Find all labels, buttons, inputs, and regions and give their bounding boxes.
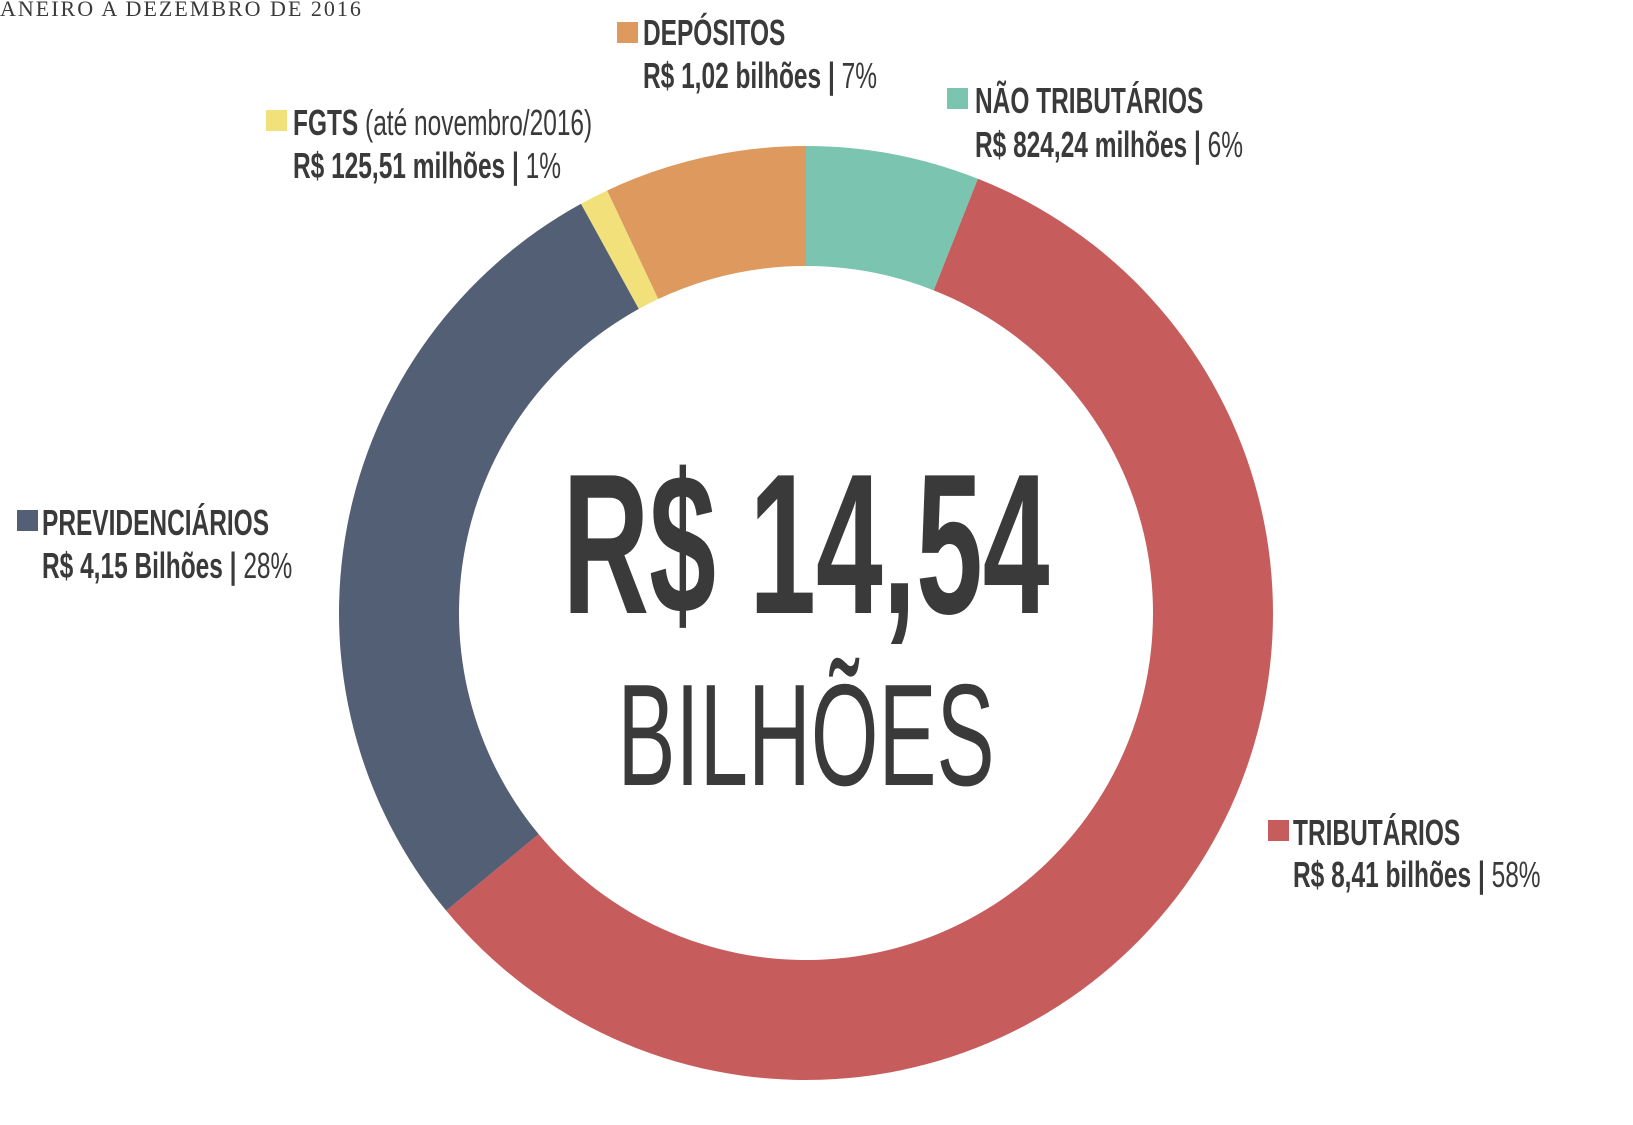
amount: R$ 8,41 bilhões bbox=[1293, 854, 1471, 895]
center-value: R$ 14,54 bbox=[563, 432, 1050, 655]
amount: R$ 1,02 bilhões bbox=[643, 55, 821, 96]
value-text: R$ 8,41 bilhões | 58% bbox=[1293, 854, 1541, 895]
value-text: R$ 1,02 bilhões | 7% bbox=[643, 55, 877, 96]
value-label: R$ 1,02 bilhões | 7% bbox=[643, 55, 877, 96]
legend-swatch bbox=[17, 510, 38, 531]
amount: R$ 4,15 Bilhões bbox=[42, 545, 223, 586]
category-name: PREVIDENCIÁRIOS bbox=[42, 502, 269, 543]
value-text: R$ 824,24 milhões | 6% bbox=[975, 124, 1243, 165]
donut-slice bbox=[446, 178, 1274, 1081]
category-name: FGTS bbox=[293, 102, 358, 143]
percent-label: 6% bbox=[1208, 124, 1243, 165]
legend-label: DEPÓSITOS bbox=[643, 11, 785, 53]
amount: R$ 824,24 milhões bbox=[975, 124, 1187, 165]
separator: | bbox=[1194, 124, 1201, 165]
value-label: R$ 125,51 milhões | 1% bbox=[293, 145, 561, 186]
legend-text: FGTS (até novembro/2016) bbox=[293, 102, 592, 143]
center-unit: BILHÕES bbox=[617, 655, 994, 816]
legend-swatch bbox=[947, 88, 968, 109]
separator: | bbox=[230, 545, 237, 586]
value-text: R$ 125,51 milhões | 1% bbox=[293, 145, 561, 186]
legend-swatch bbox=[1268, 820, 1289, 841]
value-text: R$ 4,15 Bilhões | 28% bbox=[42, 545, 292, 586]
donut bbox=[339, 146, 1274, 1081]
donut-slice bbox=[339, 203, 639, 911]
legend-swatch bbox=[617, 22, 638, 43]
legend-text: TRIBUTÁRIOS bbox=[1293, 812, 1460, 853]
percent-label: 1% bbox=[526, 145, 561, 186]
amount: R$ 125,51 milhões bbox=[293, 145, 505, 186]
category-name: TRIBUTÁRIOS bbox=[1293, 812, 1460, 853]
category-name: NÃO TRIBUTÁRIOS bbox=[975, 80, 1203, 121]
donut-slice bbox=[806, 146, 978, 291]
donut-slice bbox=[581, 190, 659, 309]
legend-swatch bbox=[266, 110, 287, 131]
legend-label: NÃO TRIBUTÁRIOS bbox=[975, 80, 1203, 121]
category-name: DEPÓSITOS bbox=[643, 11, 785, 53]
legend-text: NÃO TRIBUTÁRIOS bbox=[975, 80, 1203, 121]
legend-label: FGTS (até novembro/2016) bbox=[293, 102, 592, 143]
legend-text: PREVIDENCIÁRIOS bbox=[42, 502, 269, 543]
value-label: R$ 8,41 bilhões | 58% bbox=[1293, 854, 1541, 895]
separator: | bbox=[512, 145, 519, 186]
percent-label: 58% bbox=[1492, 854, 1541, 895]
center-value-group: R$ 14,54 bbox=[563, 432, 1050, 655]
center-unit-group: BILHÕES bbox=[617, 655, 994, 816]
legend-label: TRIBUTÁRIOS bbox=[1293, 812, 1460, 853]
separator: | bbox=[828, 55, 835, 96]
legend-text: DEPÓSITOS bbox=[643, 11, 785, 53]
separator: | bbox=[1478, 854, 1485, 895]
legend-label: PREVIDENCIÁRIOS bbox=[42, 502, 269, 543]
percent-label: 7% bbox=[842, 55, 877, 96]
value-label: R$ 824,24 milhões | 6% bbox=[975, 124, 1243, 165]
category-note: (até novembro/2016) bbox=[365, 102, 592, 143]
percent-label: 28% bbox=[243, 545, 292, 586]
donut-slice bbox=[607, 146, 806, 300]
chart-title: ANEIRO A DEZEMBRO DE 2016 bbox=[0, 0, 363, 21]
value-label: R$ 4,15 Bilhões | 28% bbox=[42, 545, 292, 586]
